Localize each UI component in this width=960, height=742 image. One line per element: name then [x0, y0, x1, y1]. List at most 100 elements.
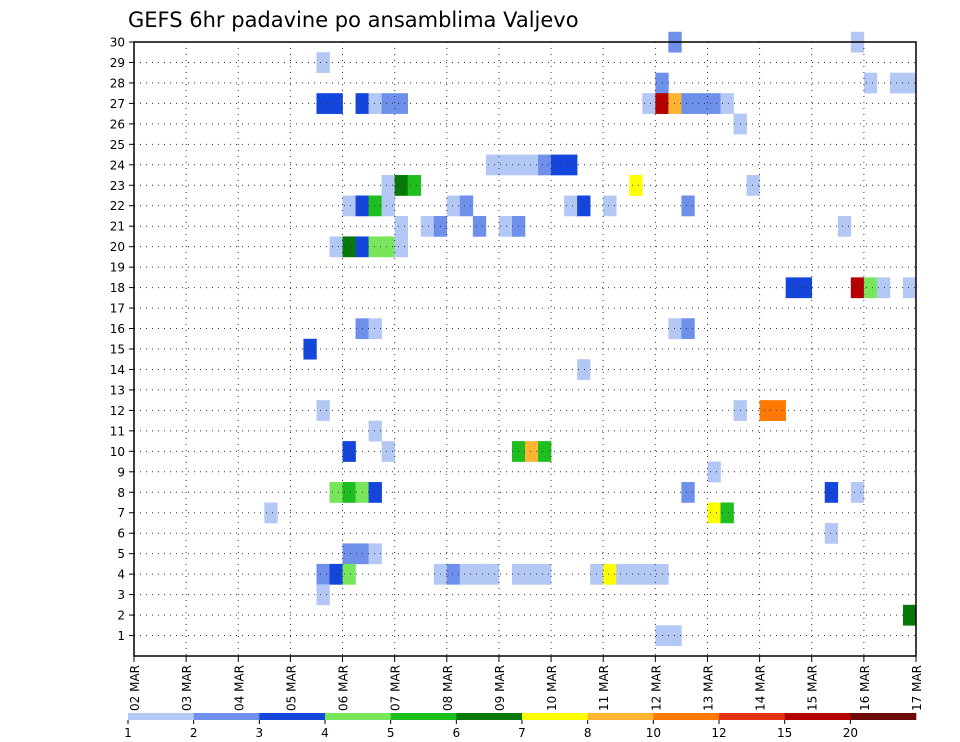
x-tick-label: 08 MAR	[441, 665, 455, 711]
y-tick-label: 10	[110, 445, 125, 459]
data-cell	[655, 93, 669, 114]
data-cell	[681, 482, 695, 503]
y-tick-label: 7	[117, 506, 125, 520]
data-cell	[564, 154, 578, 176]
y-tick-label: 14	[110, 363, 125, 377]
legend-swatch	[390, 713, 457, 720]
data-cell	[681, 93, 695, 114]
data-cell	[707, 93, 721, 114]
data-cell	[902, 72, 917, 94]
data-cell	[368, 93, 382, 114]
data-cell	[538, 563, 552, 585]
y-tick-label: 1	[117, 629, 125, 643]
legend-swatch	[587, 713, 654, 720]
data-cell	[616, 563, 630, 585]
y-tick-label: 3	[117, 588, 125, 602]
data-cell	[863, 72, 878, 94]
data-cell	[342, 563, 356, 585]
data-cell	[746, 175, 760, 196]
data-cell	[655, 72, 669, 94]
x-tick-label: 10 MAR	[545, 665, 559, 711]
data-cell	[655, 563, 669, 585]
y-axis: 1234567891011121314151617181920212223242…	[110, 36, 134, 643]
data-cell	[707, 461, 721, 483]
x-axis: 02 MAR 03 MAR 04 MAR 05 MAR 06 MAR 07 MAR 08 M…	[128, 656, 924, 711]
data-cell	[824, 482, 839, 503]
y-tick-label: 5	[117, 547, 125, 561]
y-tick-label: 11	[110, 424, 125, 438]
y-tick-label: 20	[110, 240, 125, 254]
x-tick-label: 13 MAR	[701, 665, 715, 711]
data-cell	[381, 175, 395, 196]
data-cell	[368, 195, 382, 217]
data-cell	[316, 93, 330, 114]
y-tick-label: 30	[110, 36, 125, 50]
data-cell	[759, 400, 773, 421]
legend-label: 5	[387, 726, 395, 740]
data-cell	[459, 195, 474, 217]
data-cell	[485, 563, 500, 585]
y-tick-label: 24	[110, 158, 125, 172]
data-cell	[342, 482, 356, 503]
data-cell	[498, 215, 513, 237]
data-cell	[603, 195, 617, 217]
data-cell	[459, 563, 474, 585]
legend-swatch	[784, 713, 851, 720]
data-cell	[472, 215, 487, 237]
data-cell	[629, 175, 643, 196]
y-tick-label: 23	[110, 179, 125, 193]
legend-label: 10	[646, 726, 661, 740]
x-tick-label: 03 MAR	[180, 665, 194, 711]
y-tick-label: 4	[117, 568, 125, 582]
x-tick-label: 17 MAR	[910, 665, 924, 711]
data-cell	[850, 482, 865, 503]
data-cell	[329, 236, 343, 258]
y-tick-label: 21	[110, 220, 125, 234]
data-cell	[642, 93, 656, 114]
data-cell	[381, 195, 395, 217]
data-cell	[368, 482, 382, 503]
data-cell	[629, 563, 643, 585]
data-cell	[394, 215, 408, 237]
data-cell	[863, 277, 878, 299]
legend-swatch	[128, 713, 194, 720]
data-cell	[538, 154, 552, 176]
legend-swatch	[522, 713, 588, 720]
legend-swatch	[193, 713, 260, 720]
data-cell	[707, 502, 721, 524]
data-cell	[681, 195, 695, 217]
y-tick-label: 6	[117, 527, 125, 541]
data-cell	[525, 441, 539, 462]
data-cell	[837, 215, 852, 237]
x-tick-label: 16 MAR	[858, 665, 872, 711]
data-cell	[642, 563, 656, 585]
data-cell	[525, 563, 539, 585]
data-cell	[902, 604, 917, 626]
legend-label: 7	[518, 726, 526, 740]
data-cell	[538, 441, 552, 462]
data-cell	[381, 236, 395, 258]
legend-label: 2	[190, 726, 198, 740]
data-cell	[303, 338, 317, 360]
data-cell	[785, 277, 799, 299]
data-cell	[368, 318, 382, 340]
legend-label: 12	[711, 726, 726, 740]
y-tick-label: 17	[110, 302, 125, 316]
data-cell	[564, 195, 578, 217]
x-tick-label: 07 MAR	[389, 665, 403, 711]
y-tick-label: 19	[110, 261, 125, 275]
legend-swatch	[719, 713, 785, 720]
data-cell	[577, 195, 591, 217]
legend-label: 15	[777, 726, 792, 740]
y-tick-label: 22	[110, 199, 125, 213]
data-cell	[329, 563, 343, 585]
legend-label: 6	[453, 726, 461, 740]
data-cell	[850, 277, 865, 299]
data-cell	[694, 93, 708, 114]
data-cell	[720, 502, 734, 524]
data-cell	[394, 175, 408, 196]
data-cell	[824, 522, 839, 544]
data-cell	[668, 93, 682, 114]
data-cell	[498, 154, 513, 176]
